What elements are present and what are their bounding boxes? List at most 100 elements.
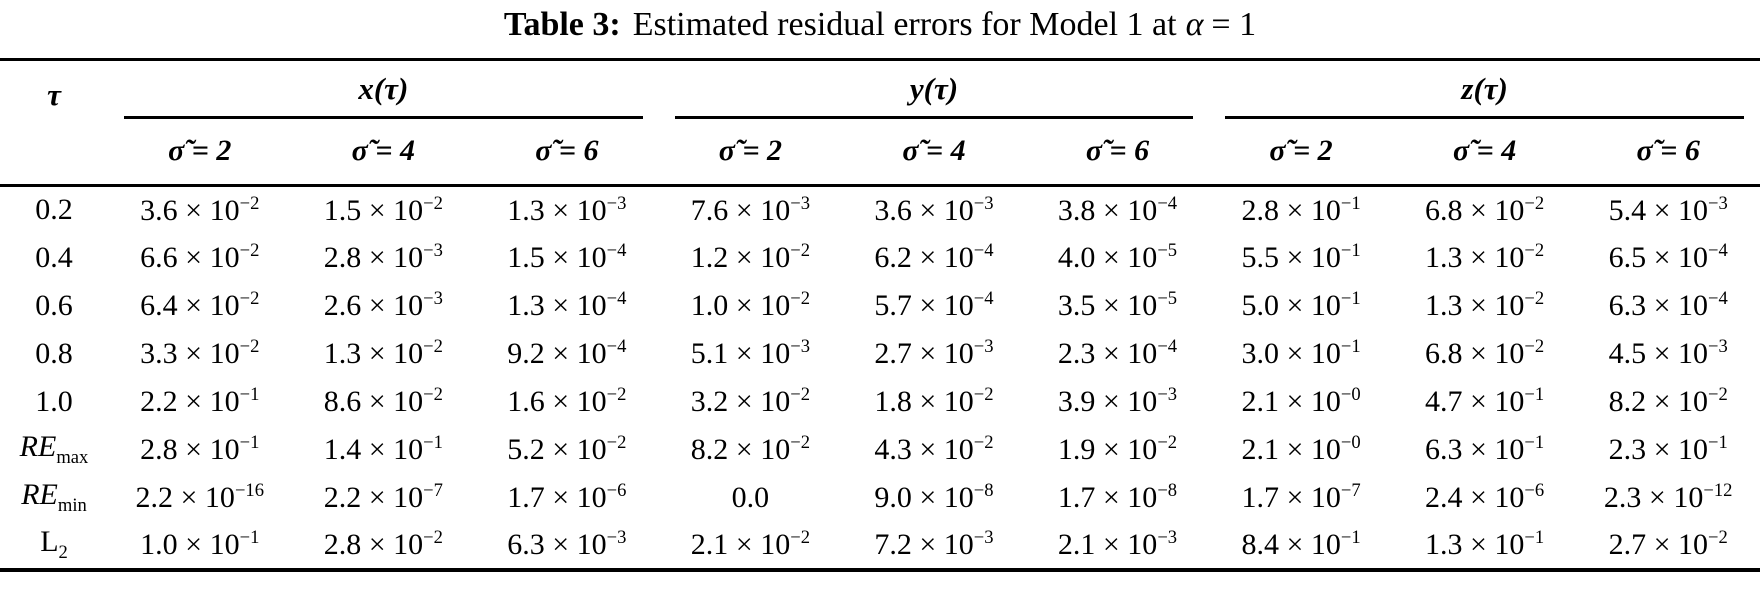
value-cell: 1.6 × 10−2 (507, 384, 627, 418)
value-cell: 8.2 × 10−2 (1608, 384, 1728, 418)
table-caption-alpha: α (1185, 6, 1204, 43)
col-header-tau: τ (0, 60, 108, 186)
value-cell: 1.7 × 10−7 (1241, 480, 1361, 514)
row-label: L2 (40, 525, 68, 563)
value-cell: 1.7 × 10−6 (507, 480, 627, 514)
value-cell: 9.0 × 10−8 (874, 480, 994, 514)
value-cell: 1.8 × 10−2 (874, 384, 994, 418)
table-row: 1.0 2.2 × 10−1 8.6 × 10−2 1.6 × 10−2 3.2 × 1… (0, 378, 1760, 426)
value-cell: 2.1 × 10−2 (690, 527, 811, 561)
table-row: 0.6 6.4 × 10−2 2.6 × 10−3 1.3 × 10−4 1.0 × 1… (0, 282, 1760, 330)
value-cell: 6.5 × 10−4 (1608, 240, 1728, 274)
value-cell: 2.2 × 10−16 (135, 480, 265, 514)
row-label: 1.0 (35, 384, 73, 418)
group-label-z: z(τ) (1461, 71, 1508, 106)
row-label: REmin (21, 478, 87, 516)
value-cell: 8.6 × 10−2 (323, 384, 443, 418)
value-cell: 5.7 × 10−4 (874, 288, 994, 322)
value-cell: 9.2 × 10−4 (507, 336, 627, 370)
row-label: REmax (19, 430, 89, 468)
value-cell: 6.4 × 10−2 (140, 288, 260, 322)
table-row: 0.8 3.3 × 10−2 1.3 × 10−2 9.2 × 10−4 5.1 × 1… (0, 330, 1760, 378)
sigma-header-row: σ̃ = 2 σ̃ = 4 σ̃ = 6 σ̃ = 2 σ̃ = 4 σ̃ = … (0, 124, 1760, 186)
col-header-z-sigma4: σ̃ = 4 (1452, 133, 1517, 167)
value-cell: 1.5 × 10−2 (323, 192, 443, 227)
value-cell: 5.0 × 10−1 (1241, 288, 1361, 322)
group-label-y: y(τ) (909, 71, 959, 106)
tau-symbol: τ (47, 77, 61, 112)
group-underline-x: x(τ) (124, 71, 643, 119)
table-header: τ x(τ) y(τ) z(τ) (0, 60, 1760, 186)
table-caption-equation: = 1 (1211, 6, 1257, 43)
group-header-row: τ x(τ) y(τ) z(τ) (0, 60, 1760, 124)
table-body: 0.2 3.6 × 10−2 1.5 × 10−2 1.3 × 10−3 7.6 × 1… (0, 186, 1760, 570)
residual-errors-table: τ x(τ) y(τ) z(τ) (0, 58, 1760, 572)
value-cell: 2.1 × 10−0 (1241, 384, 1361, 418)
value-cell: 7.6 × 10−3 (690, 192, 811, 227)
col-group-x: x(τ) (108, 60, 659, 124)
col-header-x-sigma6: σ̃ = 6 (535, 133, 599, 167)
row-label: 0.2 (35, 193, 73, 227)
value-cell: 2.8 × 10−2 (323, 527, 443, 561)
col-header-y-sigma4: σ̃ = 4 (902, 133, 966, 167)
value-cell: 8.2 × 10−2 (690, 432, 811, 466)
row-label: 0.8 (35, 336, 73, 370)
value-cell: 2.3 × 10−12 (1603, 480, 1733, 514)
value-cell: 2.3 × 10−4 (1057, 336, 1178, 370)
value-cell: 1.3 × 10−3 (507, 192, 627, 227)
value-cell: 2.7 × 10−3 (874, 336, 994, 370)
value-cell: 1.0 × 10−1 (140, 527, 260, 561)
value-cell: 4.3 × 10−2 (874, 432, 994, 466)
col-group-y: y(τ) (659, 60, 1210, 124)
value-cell: 2.1 × 10−0 (1241, 432, 1361, 466)
row-label: 0.6 (35, 288, 73, 322)
group-label-x: x(τ) (358, 71, 409, 106)
value-cell: 3.2 × 10−2 (690, 384, 811, 418)
value-cell: 3.6 × 10−2 (140, 192, 260, 227)
value-cell: 5.1 × 10−3 (690, 336, 811, 370)
value-cell: 6.6 × 10−2 (140, 240, 260, 274)
value-cell: 6.3 × 10−1 (1424, 432, 1545, 466)
col-header-z-sigma6: σ̃ = 6 (1636, 133, 1700, 167)
value-cell: 6.3 × 10−4 (1608, 288, 1728, 322)
table-row: 0.2 3.6 × 10−2 1.5 × 10−2 1.3 × 10−3 7.6 × 1… (0, 186, 1760, 234)
table-caption: Table 3: Estimated residual errors for Mo… (0, 0, 1760, 56)
value-cell: 3.8 × 10−4 (1057, 192, 1178, 227)
value-cell: 1.5 × 10−4 (507, 240, 627, 274)
value-cell: 1.4 × 10−1 (323, 432, 443, 466)
value-cell: 3.6 × 10−3 (874, 192, 994, 227)
value-cell: 2.2 × 10−1 (140, 384, 260, 418)
group-underline-z: z(τ) (1225, 71, 1744, 119)
value-cell: 1.3 × 10−2 (1424, 240, 1545, 274)
table-row: REmax 2.8 × 10−1 1.4 × 10−1 5.2 × 10−2 8.2 ×… (0, 426, 1760, 474)
value-cell: 5.2 × 10−2 (507, 432, 627, 466)
col-header-x-sigma2: σ̃ = 2 (168, 133, 232, 167)
value-cell: 0.0 (731, 480, 770, 514)
value-cell: 1.3 × 10−2 (323, 336, 443, 370)
col-header-y-sigma2: σ̃ = 2 (718, 133, 783, 167)
col-header-x-sigma4: σ̃ = 4 (351, 133, 415, 167)
value-cell: 8.4 × 10−1 (1241, 527, 1361, 561)
value-cell: 3.5 × 10−5 (1057, 288, 1178, 322)
value-cell: 5.5 × 10−1 (1241, 240, 1361, 274)
value-cell: 4.5 × 10−3 (1608, 336, 1728, 370)
row-label: 0.4 (35, 240, 73, 274)
value-cell: 2.4 × 10−6 (1424, 480, 1545, 514)
value-cell: 3.3 × 10−2 (140, 336, 260, 370)
value-cell: 1.0 × 10−2 (690, 288, 811, 322)
value-cell: 7.2 × 10−3 (874, 527, 994, 561)
table-row: 0.4 6.6 × 10−2 2.8 × 10−3 1.5 × 10−4 1.2 × 1… (0, 234, 1760, 282)
col-header-y-sigma6: σ̃ = 6 (1085, 133, 1150, 167)
value-cell: 6.2 × 10−4 (874, 240, 994, 274)
value-cell: 3.0 × 10−1 (1241, 336, 1361, 370)
value-cell: 1.3 × 10−4 (507, 288, 627, 322)
col-group-z: z(τ) (1209, 60, 1760, 124)
value-cell: 2.8 × 10−3 (323, 240, 443, 274)
value-cell: 2.3 × 10−1 (1608, 432, 1728, 466)
table-row: L2 1.0 × 10−1 2.8 × 10−2 6.3 × 10−3 2.1 × 10… (0, 522, 1760, 570)
value-cell: 2.7 × 10−2 (1608, 527, 1728, 561)
value-cell: 3.9 × 10−3 (1057, 384, 1178, 418)
value-cell: 6.8 × 10−2 (1424, 336, 1545, 370)
value-cell: 2.6 × 10−3 (323, 288, 443, 322)
